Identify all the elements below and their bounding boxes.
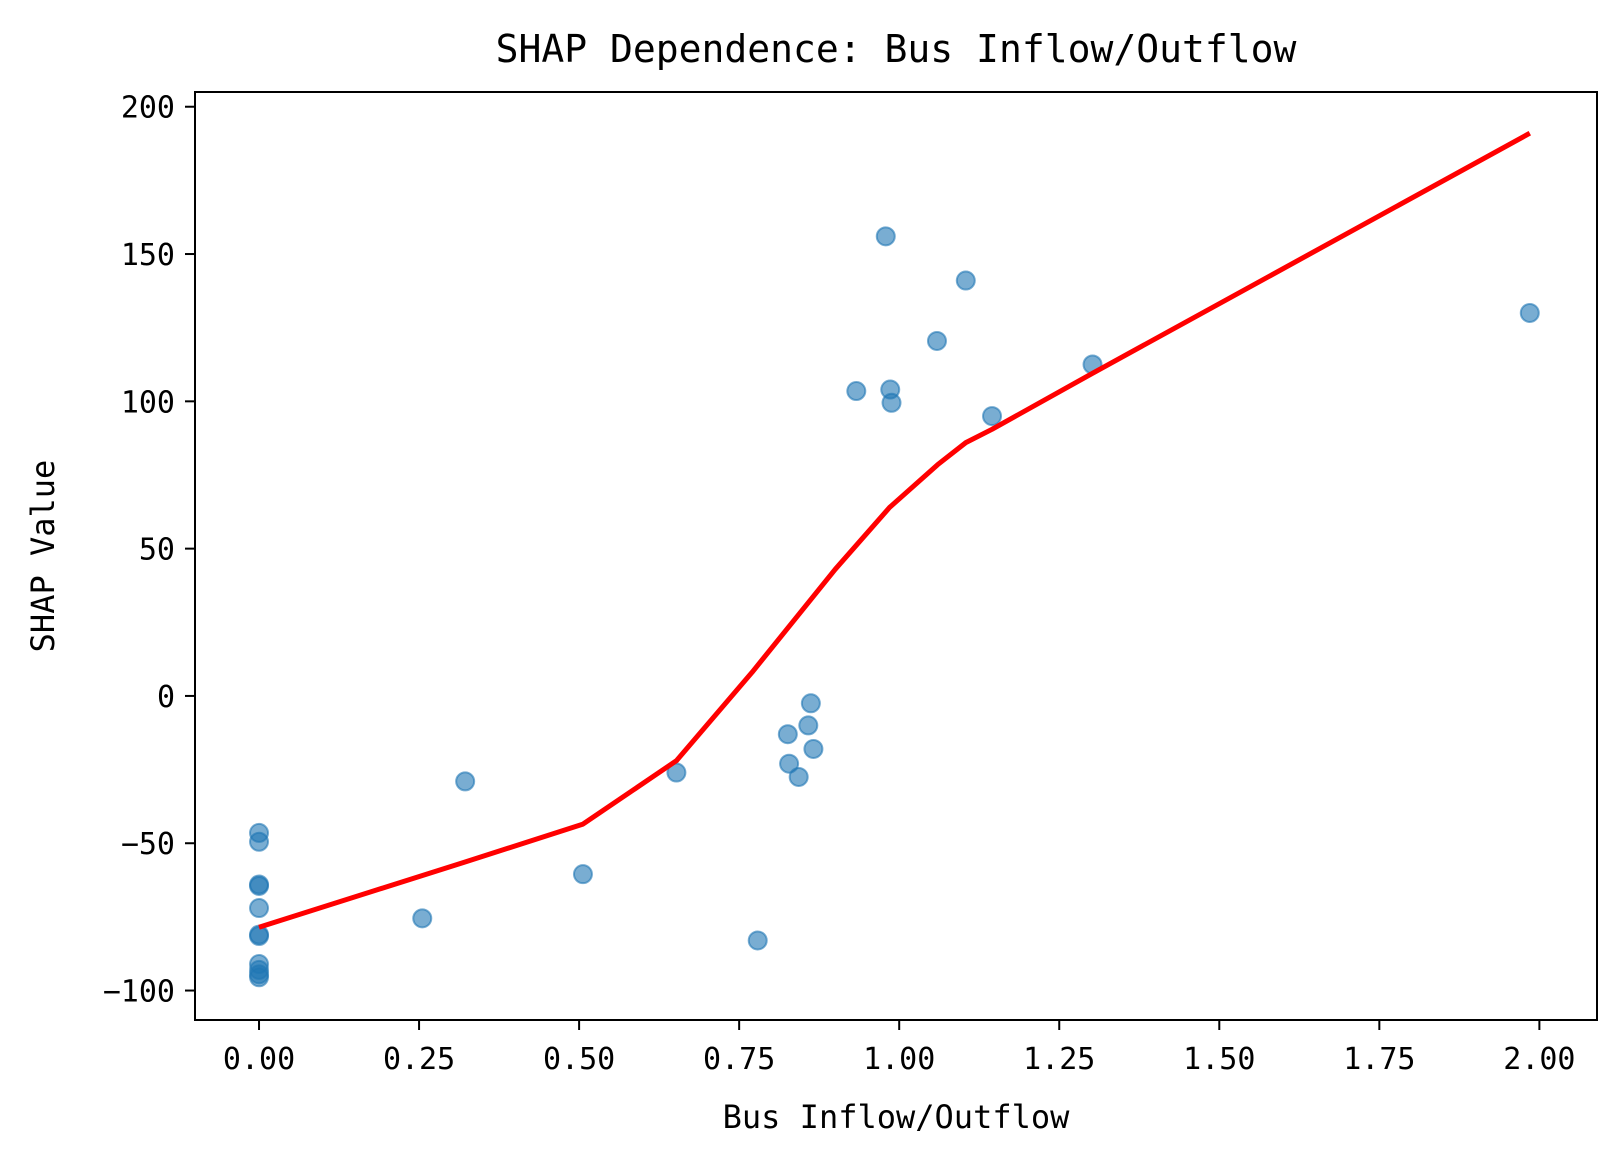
x-axis-ticks: 0.00 0.25 0.50 0.75 1.00 1.25 1.50 1.75 2.00 [223, 1020, 1576, 1077]
x-tick-label: 0.00 [223, 1042, 295, 1077]
y-tick-label: −100 [103, 975, 175, 1010]
scatter-point [982, 406, 1003, 427]
y-axis-label: SHAP Value [24, 460, 62, 653]
scatter-point [798, 715, 819, 736]
scatter-point [455, 771, 476, 792]
scatter-point [800, 693, 821, 714]
x-tick-label: 1.50 [1183, 1042, 1255, 1077]
scatter-point [412, 908, 433, 929]
x-tick-label: 1.75 [1343, 1042, 1415, 1077]
y-tick-label: −50 [121, 827, 175, 862]
scatter-point [249, 898, 270, 919]
y-axis-ticks: −100 −50 0 50 100 150 200 [103, 91, 195, 1010]
scatter-point [249, 831, 270, 852]
chart-title: SHAP Dependence: Bus Inflow/Outflow [496, 27, 1297, 71]
x-axis-label: Bus Inflow/Outflow [723, 1098, 1071, 1136]
x-tick-label: 0.50 [543, 1042, 615, 1077]
x-tick-label: 1.25 [1023, 1042, 1095, 1077]
scatter-point [955, 270, 976, 291]
scatter-point [881, 392, 902, 413]
y-tick-label: 150 [121, 238, 175, 273]
trend-line-layer [258, 131, 1532, 930]
y-tick-label: 100 [121, 385, 175, 420]
scatter-point [788, 766, 809, 787]
scatter-point [249, 967, 270, 988]
scatter-point [803, 738, 824, 759]
scatter-point [747, 930, 768, 951]
trend-line [258, 131, 1532, 930]
y-tick-label: 0 [157, 680, 175, 715]
y-tick-label: 50 [139, 533, 175, 568]
x-tick-label: 0.75 [703, 1042, 775, 1077]
y-tick-label: 200 [121, 91, 175, 126]
x-tick-label: 0.25 [383, 1042, 455, 1077]
scatter-point [249, 926, 270, 947]
x-tick-label: 1.00 [863, 1042, 935, 1077]
scatter-point [777, 724, 798, 745]
x-tick-label: 2.00 [1503, 1042, 1575, 1077]
scatter-point [249, 875, 270, 896]
scatter-point [1519, 302, 1540, 323]
scatter-point [846, 381, 867, 402]
scatter-point [926, 330, 947, 351]
scatter-point [572, 864, 593, 885]
scatter-points [249, 226, 1540, 988]
plot-frame [194, 91, 1598, 1021]
scatter-point [779, 753, 800, 774]
scatter-point [875, 226, 896, 247]
